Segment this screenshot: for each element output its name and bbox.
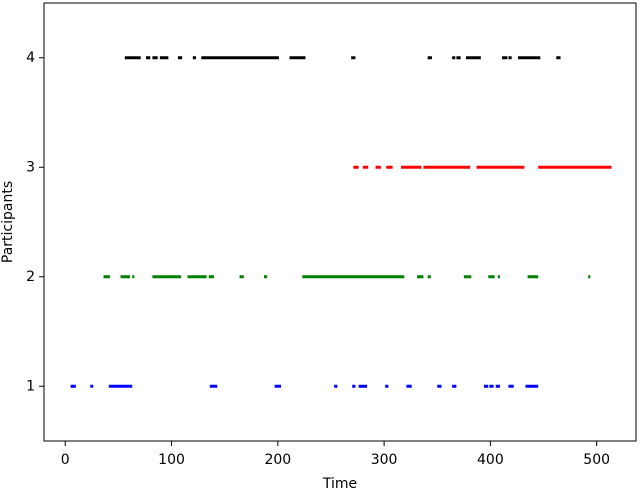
x-tick-label: 0	[61, 452, 70, 468]
y-axis-label: Participants	[0, 181, 16, 263]
y-tick-label: 1	[26, 378, 35, 394]
x-tick-label: 100	[158, 452, 185, 468]
x-tick-label: 400	[477, 452, 504, 468]
plot-frame	[43, 2, 637, 442]
y-tick-label: 4	[26, 50, 35, 66]
y-tick-label: 3	[26, 159, 35, 175]
x-axis-label: Time	[322, 476, 357, 490]
x-tick-label: 300	[371, 452, 398, 468]
x-tick-label: 200	[264, 452, 291, 468]
x-tick-label: 500	[583, 452, 610, 468]
y-tick-label: 2	[26, 269, 35, 285]
